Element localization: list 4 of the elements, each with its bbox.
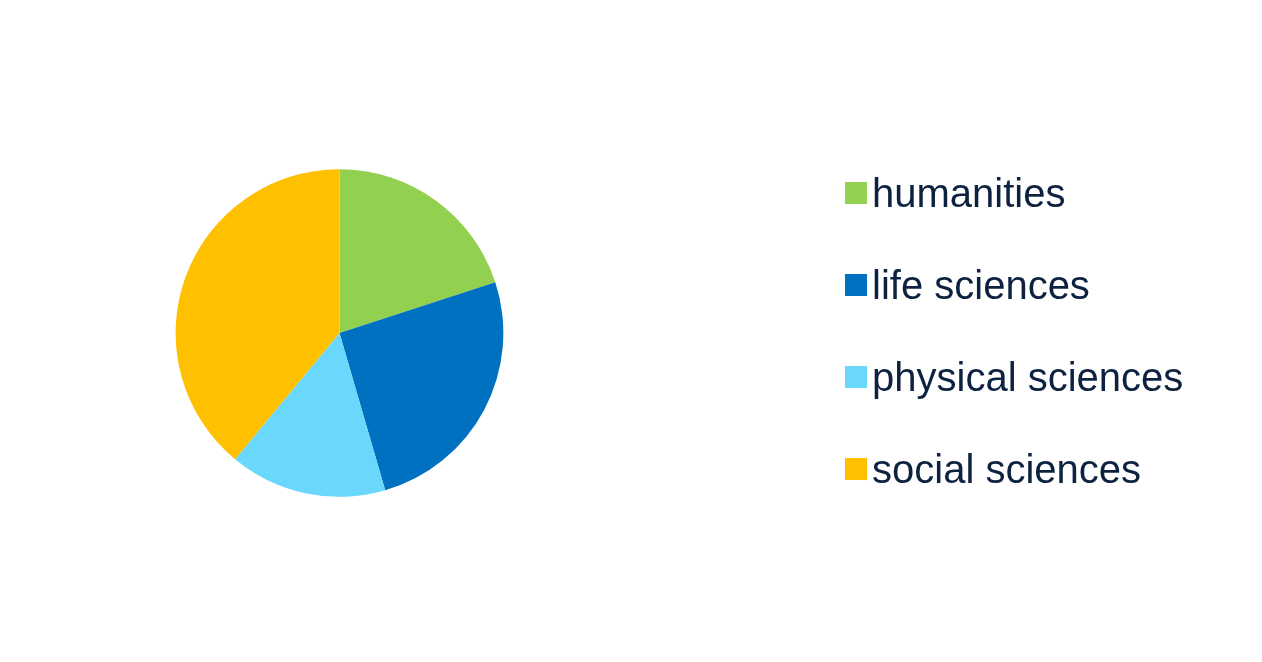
- legend-label: physical sciences: [872, 355, 1184, 399]
- legend-label: social sciences: [872, 447, 1142, 491]
- legend-label: life sciences: [872, 263, 1090, 307]
- legend-label: humanities: [872, 171, 1066, 215]
